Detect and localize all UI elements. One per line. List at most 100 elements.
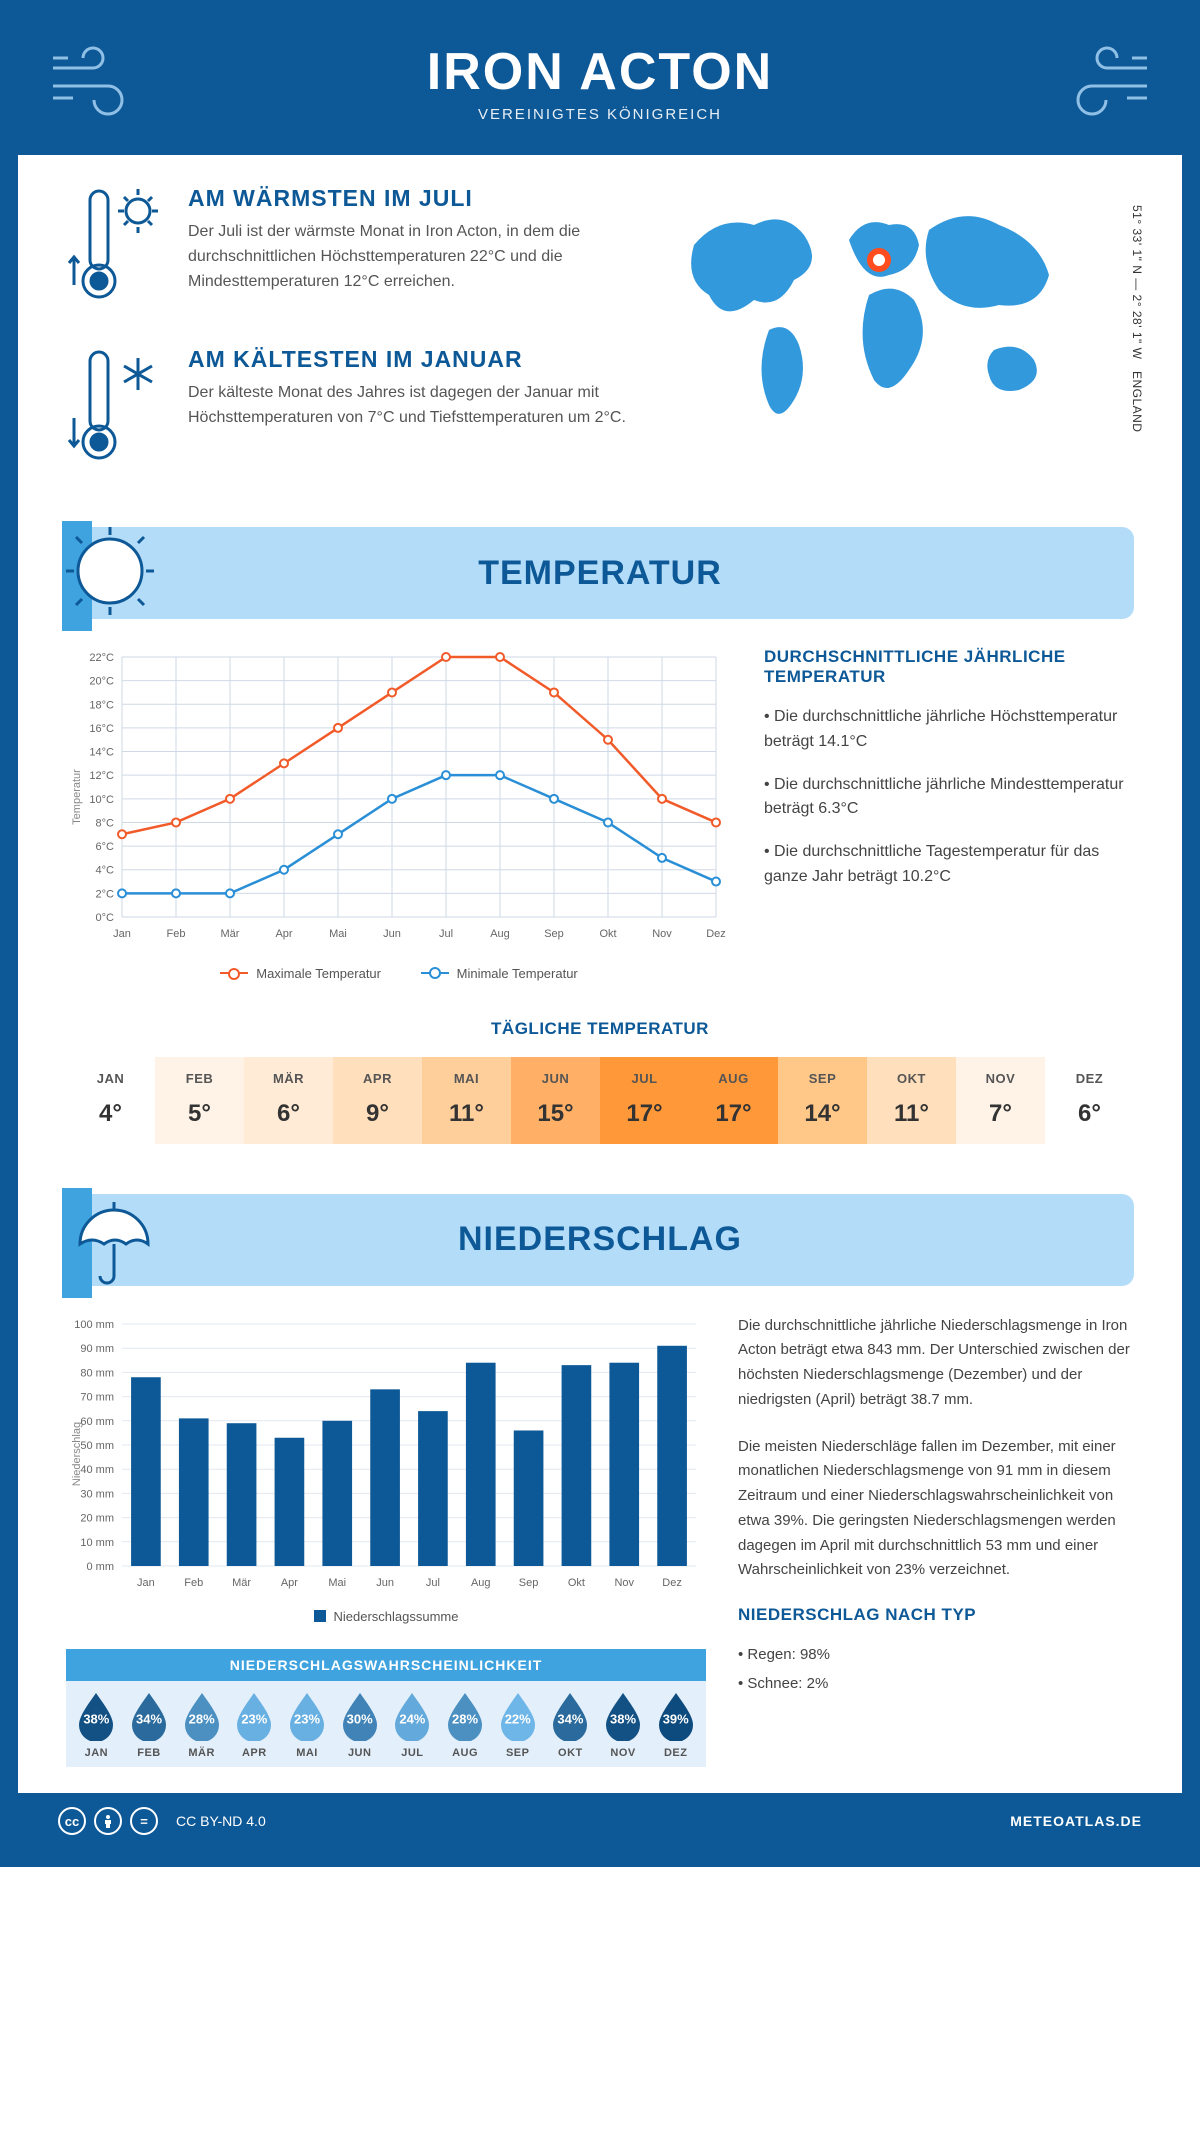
svg-text:18°C: 18°C: [89, 699, 114, 711]
fact-text: Der kälteste Monat des Jahres ist dagege…: [188, 381, 638, 431]
svg-text:Mai: Mai: [329, 928, 347, 940]
daily-cell: SEP14°: [778, 1057, 867, 1144]
section-title: TEMPERATUR: [478, 554, 722, 593]
daily-cell: MÄR6°: [244, 1057, 333, 1144]
svg-text:12°C: 12°C: [89, 770, 114, 782]
svg-text:Mär: Mär: [221, 928, 240, 940]
world-map: [674, 185, 1094, 445]
precip-type-title: NIEDERSCHLAG NACH TYP: [738, 1605, 1138, 1625]
brand-name: METEOATLAS.DE: [1010, 1813, 1142, 1829]
section-temperature-banner: TEMPERATUR: [66, 527, 1134, 619]
summary-bullet: • Die durchschnittliche Tagestemperatur …: [764, 840, 1134, 890]
svg-text:Sep: Sep: [544, 928, 564, 940]
svg-text:100 mm: 100 mm: [74, 1319, 114, 1331]
fact-warmest: AM WÄRMSTEN IM JULI Der Juli ist der wär…: [66, 185, 638, 310]
page: IRON ACTON VEREINIGTES KÖNIGREICH: [0, 0, 1200, 1867]
svg-text:Aug: Aug: [471, 1577, 491, 1589]
license-text: CC BY-ND 4.0: [176, 1813, 266, 1829]
svg-text:Jul: Jul: [426, 1577, 440, 1589]
svg-text:6°C: 6°C: [96, 841, 115, 853]
umbrella-icon: [62, 1188, 172, 1303]
thermometer-sun-icon: [66, 185, 166, 310]
svg-text:20 mm: 20 mm: [80, 1512, 114, 1524]
precip-type-item: • Regen: 98%: [738, 1643, 1138, 1668]
svg-text:10°C: 10°C: [89, 794, 114, 806]
svg-text:Jun: Jun: [383, 928, 401, 940]
drop-icon: 38%: [602, 1691, 644, 1741]
fact-title: AM KÄLTESTEN IM JANUAR: [188, 346, 638, 373]
drop-icon: 23%: [286, 1691, 328, 1741]
by-icon: [94, 1807, 122, 1835]
drop-icon: 34%: [128, 1691, 170, 1741]
precipitation-text: Die durchschnittliche jährliche Niedersc…: [738, 1314, 1138, 1768]
prob-cell: 22% SEP: [491, 1691, 544, 1759]
svg-text:Feb: Feb: [184, 1577, 203, 1589]
drop-icon: 38%: [75, 1691, 117, 1741]
precip-paragraph: Die durchschnittliche jährliche Niedersc…: [738, 1314, 1138, 1413]
drop-icon: 24%: [391, 1691, 433, 1741]
svg-text:Niederschlag: Niederschlag: [71, 1421, 83, 1485]
svg-text:Dez: Dez: [706, 928, 726, 940]
svg-text:Okt: Okt: [568, 1577, 585, 1589]
svg-text:50 mm: 50 mm: [80, 1440, 114, 1452]
summary-bullet: • Die durchschnittliche jährliche Mindes…: [764, 773, 1134, 823]
svg-text:4°C: 4°C: [96, 865, 115, 877]
drop-icon: 23%: [233, 1691, 275, 1741]
svg-text:30 mm: 30 mm: [80, 1488, 114, 1500]
prob-cell: 28% MÄR: [175, 1691, 228, 1759]
prob-cell: 23% APR: [228, 1691, 281, 1759]
svg-text:16°C: 16°C: [89, 723, 114, 735]
drop-icon: 30%: [339, 1691, 381, 1741]
svg-text:60 mm: 60 mm: [80, 1415, 114, 1427]
svg-text:Apr: Apr: [275, 928, 292, 940]
daily-cell: NOV7°: [956, 1057, 1045, 1144]
fact-title: AM WÄRMSTEN IM JULI: [188, 185, 638, 212]
svg-text:Dez: Dez: [662, 1577, 682, 1589]
drop-icon: 28%: [181, 1691, 223, 1741]
svg-text:Temperatur: Temperatur: [71, 769, 83, 825]
fact-coldest: AM KÄLTESTEN IM JANUAR Der kälteste Mona…: [66, 346, 638, 471]
temperature-summary: DURCHSCHNITTLICHE JÄHRLICHE TEMPERATUR •…: [764, 647, 1134, 981]
prob-cell: 34% OKT: [544, 1691, 597, 1759]
svg-text:Nov: Nov: [614, 1577, 634, 1589]
daily-cell: JUN15°: [511, 1057, 600, 1144]
svg-text:Jul: Jul: [439, 928, 453, 940]
svg-text:22°C: 22°C: [89, 652, 114, 664]
svg-text:Nov: Nov: [652, 928, 672, 940]
prob-cell: 39% DEZ: [649, 1691, 702, 1759]
svg-text:Feb: Feb: [167, 928, 186, 940]
drop-icon: 39%: [655, 1691, 697, 1741]
daily-cell: MAI11°: [422, 1057, 511, 1144]
svg-text:Sep: Sep: [519, 1577, 539, 1589]
svg-text:8°C: 8°C: [96, 817, 115, 829]
footer: cc = CC BY-ND 4.0 METEOATLAS.DE: [18, 1793, 1182, 1849]
prob-cell: 23% MAI: [281, 1691, 334, 1759]
header: IRON ACTON VEREINIGTES KÖNIGREICH: [18, 18, 1182, 155]
daily-cell: AUG17°: [689, 1057, 778, 1144]
svg-text:Jan: Jan: [113, 928, 131, 940]
coordinates: 51° 33' 1" N — 2° 28' 1" W ENGLAND: [1130, 205, 1144, 485]
daily-temp-grid: JAN4°FEB5°MÄR6°APR9°MAI11°JUN15°JUL17°AU…: [66, 1057, 1134, 1144]
thermometer-snow-icon: [66, 346, 166, 471]
summary-title: DURCHSCHNITTLICHE JÄHRLICHE TEMPERATUR: [764, 647, 1134, 687]
intro-row: AM WÄRMSTEN IM JULI Der Juli ist der wär…: [66, 185, 1134, 507]
section-precip-banner: NIEDERSCHLAG: [66, 1194, 1134, 1286]
svg-text:Mai: Mai: [328, 1577, 346, 1589]
cc-icon: cc: [58, 1807, 86, 1835]
svg-text:Mär: Mär: [232, 1577, 251, 1589]
daily-cell: APR9°: [333, 1057, 422, 1144]
precip-probability-panel: NIEDERSCHLAGSWAHRSCHEINLICHKEIT 38% JAN …: [66, 1649, 706, 1767]
svg-text:Okt: Okt: [599, 928, 616, 940]
temperature-line-chart: 0°C2°C4°C6°C8°C10°C12°C14°C16°C18°C20°C2…: [66, 647, 732, 981]
svg-text:0 mm: 0 mm: [87, 1561, 115, 1573]
svg-text:40 mm: 40 mm: [80, 1464, 114, 1476]
drop-icon: 34%: [549, 1691, 591, 1741]
daily-cell: FEB5°: [155, 1057, 244, 1144]
svg-text:10 mm: 10 mm: [80, 1536, 114, 1548]
prob-cell: 38% JAN: [70, 1691, 123, 1759]
prob-cell: 28% AUG: [439, 1691, 492, 1759]
sun-icon: [62, 521, 172, 636]
daily-cell: JAN4°: [66, 1057, 155, 1144]
prob-cell: 24% JUL: [386, 1691, 439, 1759]
svg-text:Jun: Jun: [376, 1577, 394, 1589]
